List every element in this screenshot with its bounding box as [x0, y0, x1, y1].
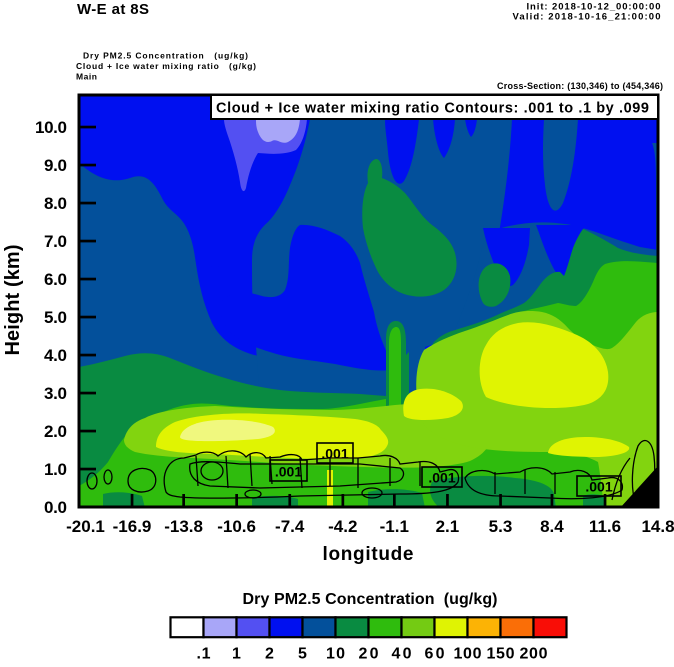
- svg-text:8.4: 8.4: [540, 517, 564, 536]
- svg-text:Main: Main: [76, 72, 97, 82]
- svg-text:.001: .001: [585, 479, 612, 495]
- svg-text:60: 60: [425, 646, 445, 663]
- svg-text:3.0: 3.0: [44, 384, 67, 403]
- svg-text:W-E at 8S: W-E at 8S: [77, 1, 149, 18]
- svg-text:6.0: 6.0: [44, 270, 67, 289]
- svg-text:-16.9: -16.9: [113, 517, 152, 536]
- svg-text:9.0: 9.0: [44, 156, 67, 175]
- svg-text:10.0: 10.0: [35, 118, 67, 137]
- svg-text:-4.2: -4.2: [328, 517, 357, 536]
- svg-text:-1.1: -1.1: [380, 517, 409, 536]
- svg-text:.001: .001: [428, 470, 455, 486]
- svg-text:11.6: 11.6: [589, 517, 621, 536]
- svg-text:1: 1: [232, 646, 241, 663]
- svg-text:1.0: 1.0: [44, 460, 67, 479]
- svg-text:100: 100: [454, 646, 482, 663]
- svg-text:.001: .001: [321, 446, 348, 462]
- svg-text:Init: 2018-10-12_00:00:00: Init: 2018-10-12_00:00:00: [527, 2, 661, 13]
- svg-text:Height (km): Height (km): [2, 245, 24, 356]
- svg-text:-20.1: -20.1: [66, 517, 105, 536]
- svg-text:10: 10: [326, 646, 345, 663]
- svg-text:-7.4: -7.4: [275, 517, 305, 536]
- svg-text:Dry PM2.5 Concentration (ug/k: Dry PM2.5 Concentration (ug/kg): [243, 591, 498, 608]
- svg-text:4.0: 4.0: [44, 346, 67, 365]
- svg-text:Valid: 2018-10-16_21:00:00: Valid: 2018-10-16_21:00:00: [513, 12, 661, 23]
- svg-text:2: 2: [265, 646, 274, 663]
- svg-text:5: 5: [298, 646, 307, 663]
- svg-text:2.1: 2.1: [436, 517, 460, 536]
- svg-text:0.0: 0.0: [44, 498, 67, 517]
- svg-text:-10.6: -10.6: [217, 517, 256, 536]
- svg-text:-13.8: -13.8: [164, 517, 203, 536]
- svg-text:2.0: 2.0: [44, 422, 67, 441]
- svg-text:8.0: 8.0: [44, 194, 67, 213]
- svg-text:5.0: 5.0: [44, 308, 67, 327]
- svg-text:Dry PM2.5 Concentration (ug/: Dry PM2.5 Concentration (ug/kg): [83, 51, 248, 61]
- svg-text:40: 40: [392, 646, 412, 663]
- svg-text:Cloud + Ice water mixing ratio: Cloud + Ice water mixing ratio Contours:…: [216, 101, 649, 117]
- svg-text:Cross-Section: (130,346) to (4: Cross-Section: (130,346) to (454,346): [497, 81, 663, 91]
- svg-text:14.8: 14.8: [641, 517, 674, 536]
- svg-text:longitude: longitude: [323, 544, 414, 565]
- svg-text:.1: .1: [197, 646, 211, 663]
- svg-text:5.3: 5.3: [489, 517, 513, 536]
- svg-text:200: 200: [520, 646, 548, 663]
- svg-text:20: 20: [359, 646, 379, 663]
- svg-text:Cloud + Ice water mixing ratio: Cloud + Ice water mixing ratio (g/kg): [76, 61, 256, 71]
- svg-text:.001: .001: [275, 464, 302, 480]
- svg-text:7.0: 7.0: [44, 232, 67, 251]
- svg-text:150: 150: [487, 646, 515, 663]
